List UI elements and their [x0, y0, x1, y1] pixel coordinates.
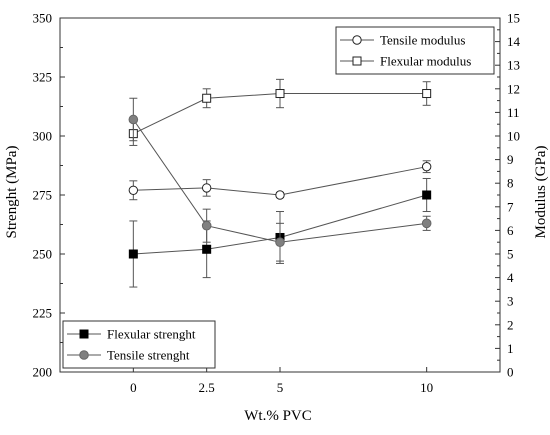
series-line: [132, 119, 427, 243]
data-point: [421, 218, 432, 229]
data-point: [422, 89, 432, 99]
series: [128, 78, 432, 146]
y-right-tick-label: 12: [507, 81, 520, 96]
series-layer: [128, 78, 432, 288]
data-point: [128, 249, 138, 259]
y-right-tick-label: 8: [507, 176, 514, 191]
y-right-tick-label: 7: [507, 199, 514, 214]
y-left-axis-title: Strenght (MPa): [4, 146, 20, 239]
y-right-tick-label: 9: [507, 152, 514, 167]
legend-label: Tensile modulus: [380, 33, 465, 48]
left-axis: 200 225 250 275 300 325 350: [33, 11, 65, 380]
legend: Tensile modulus Flexular modulus: [335, 26, 495, 75]
y-right-axis-title: Modulus (GPa): [533, 146, 549, 239]
data-point: [275, 190, 285, 200]
y-left-tick-label: 275: [33, 188, 53, 203]
legend-box: [62, 320, 216, 369]
y-right-tick-label: 2: [507, 317, 514, 332]
legend-item: Tensile modulus: [340, 33, 465, 48]
y-right-tick-label: 5: [507, 247, 514, 262]
y-left-tick-label: 250: [33, 247, 53, 262]
y-right-tick-label: 11: [507, 105, 520, 120]
y-right-tick-label: 14: [507, 34, 521, 49]
legend-item: Tensile strenght: [67, 348, 190, 363]
x-tick-label: 2.5: [199, 380, 215, 395]
y-right-tick-label: 4: [507, 270, 514, 285]
y-left-tick-label: 200: [33, 365, 53, 380]
data-point: [275, 89, 285, 99]
y-left-tick-label: 225: [33, 306, 53, 321]
legend-box: [335, 26, 495, 75]
data-point: [202, 244, 212, 254]
series-line: [133, 166, 427, 196]
series: [128, 160, 432, 201]
legend-marker: [79, 329, 89, 339]
y-right-tick-label: 0: [507, 365, 514, 380]
y-right-tick-label: 10: [507, 129, 520, 144]
legend-label: Tensile strenght: [107, 348, 190, 363]
y-left-tick-label: 325: [33, 70, 53, 85]
legend-layer: Tensile modulus Flexular modulus Flexular …: [62, 26, 495, 369]
x-axis-title: Wt.% PVC: [244, 408, 312, 424]
legend-label: Flexular strenght: [107, 327, 196, 342]
legend-item: Flexular strenght: [67, 327, 196, 342]
legend-marker: [352, 56, 362, 66]
x-tick-label: 10: [420, 380, 433, 395]
data-point: [421, 161, 432, 172]
legend-item: Flexular modulus: [340, 54, 471, 69]
y-right-tick-label: 1: [507, 341, 514, 356]
legend: Flexular strenght Tensile strenght: [62, 320, 216, 369]
data-point: [128, 114, 139, 125]
series-line: [133, 194, 427, 255]
series-line: [133, 93, 427, 135]
data-point: [201, 183, 212, 193]
y-left-tick-label: 350: [33, 11, 53, 26]
series: [128, 97, 432, 262]
legend-marker: [79, 350, 89, 360]
data-point: [275, 237, 285, 247]
data-point: [202, 93, 212, 103]
y-right-tick-label: 15: [507, 11, 520, 26]
legend-marker: [352, 35, 362, 45]
y-right-tick-label: 13: [507, 58, 520, 73]
data-point: [128, 185, 139, 195]
legend-label: Flexular modulus: [380, 54, 471, 69]
x-axis: 0 2.5 5 10: [130, 367, 433, 395]
x-tick-label: 5: [277, 380, 284, 395]
x-tick-label: 0: [130, 380, 137, 395]
data-point: [201, 220, 212, 231]
data-point: [422, 190, 432, 200]
y-left-tick-label: 300: [33, 129, 53, 144]
y-right-tick-label: 3: [507, 294, 514, 309]
y-right-tick-label: 6: [507, 223, 514, 238]
